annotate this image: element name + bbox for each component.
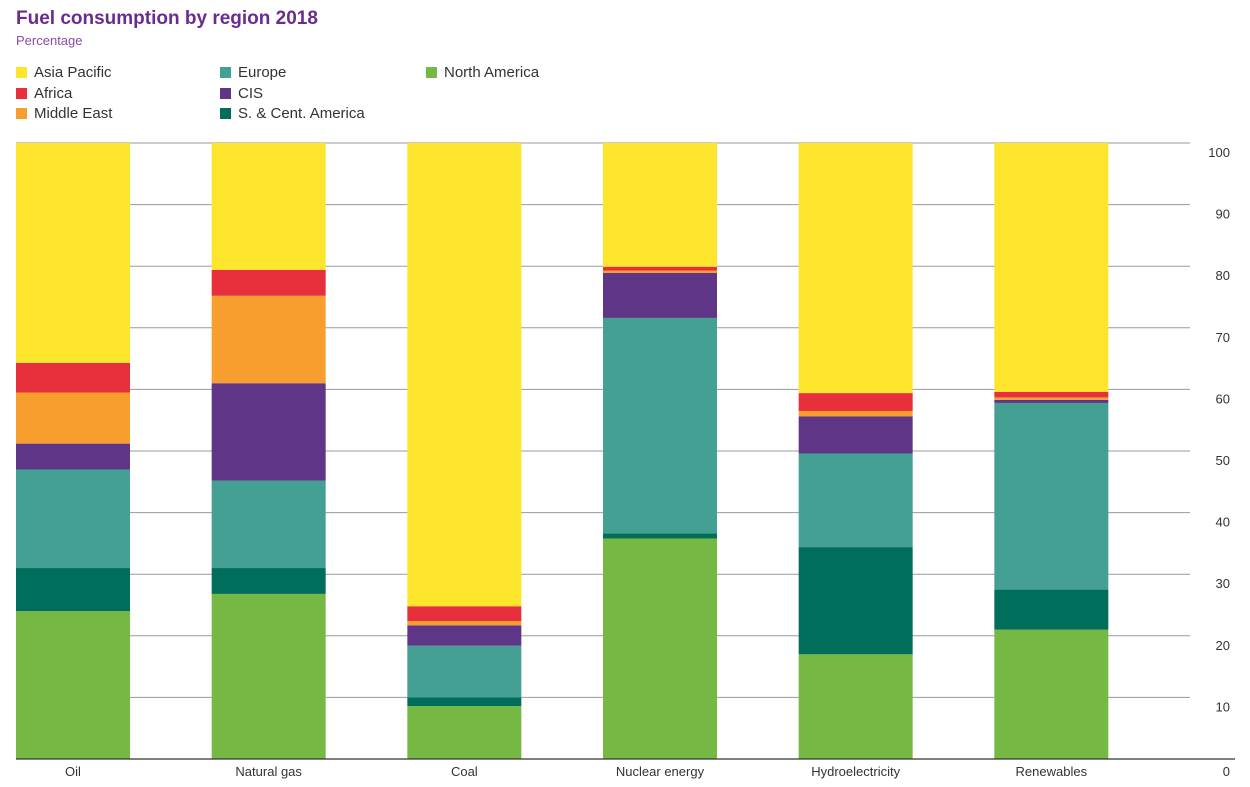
legend-item-north-america: North America (426, 62, 539, 82)
bar-segment-africa (603, 266, 717, 271)
bar-segment-cis (994, 399, 1109, 403)
bar-segment-s-cent-america (603, 533, 717, 539)
bar-segment-middle-east (798, 410, 913, 417)
bar-segment-middle-east (407, 621, 522, 626)
bar-segment-asia-pacific (407, 143, 522, 607)
bar-segment-cis (603, 272, 717, 318)
y-tick-label: 70 (1216, 330, 1230, 345)
x-tick-label: Oil (65, 764, 81, 779)
bar-segment-north-america (211, 593, 326, 759)
legend-item-cis: CIS (220, 83, 263, 103)
bar-segment-north-america (407, 706, 522, 759)
y-tick-label: 80 (1216, 268, 1230, 283)
legend-label: S. & Cent. America (238, 104, 365, 122)
legend-label: Asia Pacific (34, 63, 112, 81)
bar-segment-north-america (798, 654, 913, 759)
bar-segment-cis (407, 625, 522, 646)
legend-item-s-cent-america: S. & Cent. America (220, 103, 365, 123)
legend-swatch (16, 87, 27, 99)
y-tick-label: 0 (1223, 764, 1230, 779)
bar-segment-europe (994, 402, 1109, 590)
bar-stack-natural-gas (211, 143, 326, 759)
legend-label: North America (444, 63, 540, 81)
bar-segment-middle-east (603, 270, 717, 273)
legend-item-africa: Africa (16, 83, 72, 103)
bar-segment-asia-pacific (798, 143, 913, 394)
y-tick-label: 30 (1216, 576, 1230, 591)
bar-segment-africa (407, 606, 522, 622)
bar-segment-north-america (603, 538, 717, 759)
bar-stack-oil (16, 143, 130, 759)
bar-stack-renewables (994, 143, 1109, 759)
bar-segment-europe (407, 645, 522, 698)
bar-segment-middle-east (211, 295, 326, 384)
legend-swatch (426, 66, 437, 78)
bar-segment-s-cent-america (798, 547, 913, 655)
bar-segment-africa (211, 269, 326, 296)
legend-label: Africa (34, 84, 73, 102)
bar-segment-cis (798, 416, 913, 454)
bar-segment-middle-east (16, 392, 130, 444)
bar-segment-s-cent-america (211, 568, 326, 594)
bars (16, 143, 1109, 759)
bar-segment-middle-east (994, 397, 1109, 400)
bar-segment-europe (798, 453, 913, 548)
legend: Asia Pacific Africa Middle East Europe C… (16, 62, 636, 126)
legend-item-europe: Europe (220, 62, 286, 82)
x-tick-label: Coal (451, 764, 478, 779)
x-tick-label: Hydroelectricity (811, 764, 900, 779)
y-tick-label: 90 (1216, 207, 1230, 222)
y-tick-label: 20 (1216, 638, 1230, 653)
y-tick-label: 60 (1216, 391, 1230, 406)
bar-stack-hydroelectricity (798, 143, 913, 759)
chart-title: Fuel consumption by region 2018 (16, 8, 318, 29)
legend-label: CIS (238, 84, 264, 102)
bar-segment-africa (994, 391, 1109, 398)
legend-item-asia-pacific: Asia Pacific (16, 62, 112, 82)
bar-segment-africa (798, 393, 913, 411)
bar-segment-north-america (994, 629, 1109, 759)
bar-segment-asia-pacific (16, 143, 130, 363)
bar-segment-asia-pacific (994, 143, 1109, 392)
bar-segment-africa (16, 362, 130, 393)
bar-segment-cis (211, 383, 326, 481)
bar-segment-europe (16, 469, 130, 569)
chart-subtitle: Percentage (16, 33, 83, 48)
bar-segment-s-cent-america (407, 697, 522, 707)
legend-swatch (220, 107, 231, 119)
legend-label: Europe (238, 63, 287, 81)
y-tick-label: 10 (1216, 699, 1230, 714)
legend-swatch (220, 87, 231, 99)
bar-segment-north-america (16, 611, 130, 759)
legend-swatch (220, 66, 231, 78)
y-tick-label: 50 (1216, 453, 1230, 468)
bar-segment-cis (16, 443, 130, 470)
bar-segment-europe (211, 480, 326, 569)
bar-segment-asia-pacific (211, 143, 326, 270)
y-tick-label: 40 (1216, 515, 1230, 530)
legend-swatch (16, 66, 27, 78)
x-tick-label: Nuclear energy (616, 764, 705, 779)
bar-segment-s-cent-america (994, 589, 1109, 630)
legend-item-middle-east: Middle East (16, 103, 112, 123)
legend-swatch (16, 107, 27, 119)
bar-segment-asia-pacific (603, 143, 717, 267)
bar-segment-s-cent-america (16, 568, 130, 612)
bar-stack-nuclear-energy (603, 143, 717, 759)
y-tick-label: 100 (1208, 145, 1230, 160)
bar-segment-europe (603, 317, 717, 534)
x-tick-label: Natural gas (235, 764, 302, 779)
x-tick-label: Renewables (1016, 764, 1088, 779)
bar-stack-coal (407, 143, 522, 759)
legend-label: Middle East (34, 104, 113, 122)
